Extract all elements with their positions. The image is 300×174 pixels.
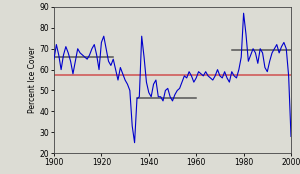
Y-axis label: Percent Ice Cover: Percent Ice Cover [28, 47, 37, 113]
